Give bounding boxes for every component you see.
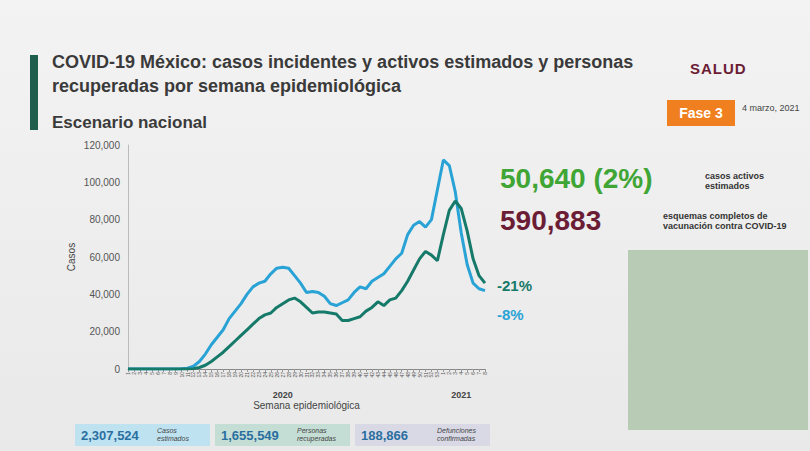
html-text:4 marzo, 2021: 4 marzo, 2021 [742, 103, 800, 113]
svg-text:20: 20 [238, 372, 245, 378]
svg-text:38: 38 [345, 372, 352, 378]
svg-text:5: 5 [464, 372, 471, 375]
svg-text:7: 7 [476, 372, 482, 375]
svg-text:39: 39 [351, 372, 358, 378]
svg-text:35: 35 [327, 372, 334, 378]
svg-text:43: 43 [374, 372, 381, 378]
svg-text:20,000: 20,000 [89, 326, 120, 337]
svg-text:80,000: 80,000 [89, 214, 120, 225]
svg-text:100,000: 100,000 [84, 177, 121, 188]
svg-text:50: 50 [416, 372, 423, 378]
svg-text:9: 9 [172, 372, 179, 375]
svg-text:3: 3 [136, 372, 143, 375]
svg-text:40: 40 [357, 372, 363, 378]
svg-text:24: 24 [261, 372, 268, 378]
svg-text:6: 6 [470, 372, 477, 375]
svg-text:7: 7 [160, 372, 167, 375]
svg-text:48: 48 [404, 372, 411, 378]
html-text:50,640 (2%): 50,640 (2%) [500, 163, 653, 194]
svg-text:19: 19 [232, 372, 239, 378]
html-text:COVID-19 México: casos inciden: COVID-19 México: casos incidentes y acti… [52, 52, 634, 96]
svg-text:4: 4 [142, 372, 149, 375]
html-text:esquemas completos de vacunaci: esquemas completos de vacunación contra … [663, 211, 787, 231]
html-text:Casos estimados: Casos estimados [157, 427, 189, 442]
svg-text:36: 36 [333, 372, 340, 378]
svg-text:21: 21 [244, 372, 250, 378]
svg-text:3: 3 [452, 372, 459, 375]
html-text:2,307,524: 2,307,524 [81, 428, 139, 443]
html-text:SALUD: SALUD [690, 60, 747, 77]
svg-text:41: 41 [363, 372, 369, 378]
svg-text:14: 14 [202, 372, 209, 378]
svg-text:45: 45 [386, 372, 393, 378]
svg-text:53: 53 [434, 372, 441, 378]
svg-text:32: 32 [309, 372, 316, 378]
html-text:Escenario nacional: Escenario nacional [52, 113, 207, 132]
svg-text:12: 12 [190, 372, 197, 378]
svg-text:26: 26 [273, 372, 280, 378]
svg-text:29: 29 [291, 372, 298, 378]
svg-text:Semana epidemiológica: Semana epidemiológica [253, 400, 360, 411]
html-text:casos activos estimados: casos activos estimados [705, 171, 764, 191]
svg-text:40,000: 40,000 [89, 289, 120, 300]
svg-text:-21%: -21% [497, 277, 532, 294]
svg-text:2020: 2020 [273, 390, 293, 400]
svg-text:-8%: -8% [497, 306, 524, 323]
svg-text:28: 28 [285, 372, 292, 378]
svg-text:37: 37 [339, 372, 346, 378]
svg-text:10: 10 [178, 372, 185, 378]
svg-text:1: 1 [125, 372, 131, 375]
svg-text:16: 16 [214, 372, 221, 378]
html-text:Defunciones confirmadas: Defunciones confirmadas [437, 427, 476, 442]
svg-text:4: 4 [458, 372, 465, 375]
svg-text:44: 44 [380, 372, 387, 378]
svg-text:27: 27 [279, 372, 286, 378]
html-text:188,866: 188,866 [361, 428, 408, 443]
html-text:Personas recuperadas: Personas recuperadas [297, 427, 336, 442]
svg-text:25: 25 [267, 372, 274, 378]
svg-text:42: 42 [369, 372, 375, 378]
svg-text:2: 2 [130, 372, 137, 375]
svg-text:31: 31 [303, 372, 310, 378]
html-text:590,883: 590,883 [500, 205, 602, 236]
svg-text:Casos: Casos [66, 243, 77, 271]
svg-text:15: 15 [208, 372, 215, 378]
svg-text:8: 8 [166, 372, 173, 375]
svg-text:22: 22 [249, 372, 256, 378]
svg-text:5: 5 [148, 372, 155, 375]
svg-text:46: 46 [392, 372, 399, 378]
svg-text:1: 1 [440, 372, 447, 375]
svg-text:8: 8 [482, 372, 488, 375]
svg-text:60,000: 60,000 [89, 252, 120, 263]
svg-text:49: 49 [410, 372, 417, 378]
svg-text:6: 6 [154, 372, 161, 375]
html-text:1,655,549: 1,655,549 [221, 428, 279, 443]
svg-text:2: 2 [446, 372, 453, 375]
svg-text:30: 30 [297, 372, 304, 378]
html-text:Fase 3: Fase 3 [679, 105, 723, 121]
svg-text:0: 0 [114, 364, 120, 375]
svg-text:52: 52 [428, 372, 435, 378]
svg-text:13: 13 [196, 372, 203, 378]
svg-text:51: 51 [422, 372, 429, 378]
svg-text:47: 47 [398, 372, 405, 378]
svg-text:17: 17 [220, 372, 227, 378]
svg-text:23: 23 [255, 372, 262, 378]
svg-text:33: 33 [315, 372, 322, 378]
svg-text:34: 34 [321, 372, 328, 378]
svg-text:120,000: 120,000 [84, 140, 121, 151]
svg-text:2021: 2021 [451, 390, 471, 400]
svg-text:11: 11 [184, 372, 191, 378]
svg-text:18: 18 [226, 372, 233, 378]
